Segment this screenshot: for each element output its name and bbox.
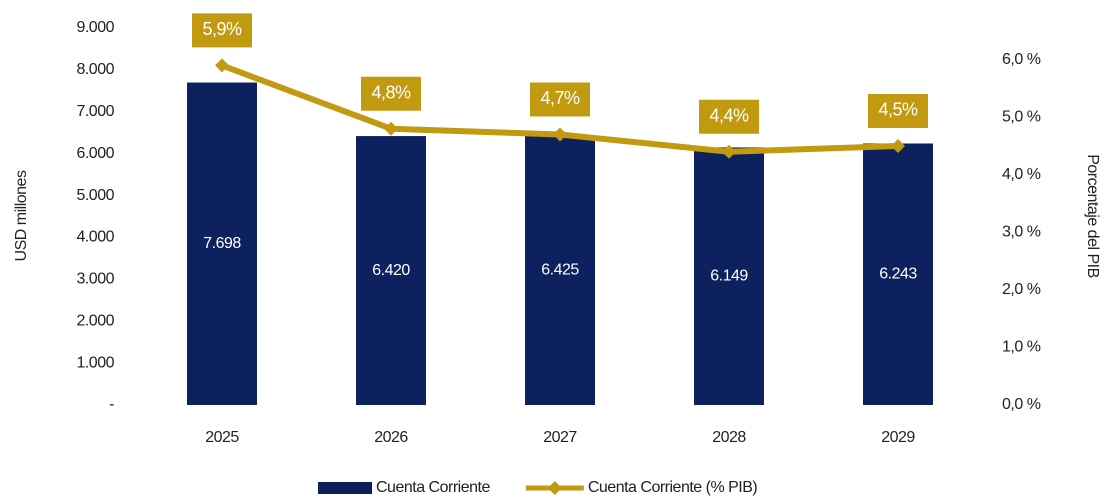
y-tick-label: 9.000 <box>76 19 114 36</box>
y-tick-label: 4.000 <box>76 229 114 246</box>
y2-axis-title: Porcentaje del PIB <box>1084 154 1101 278</box>
line-marker <box>384 121 398 136</box>
bar <box>356 136 426 405</box>
value-label-box <box>699 99 759 134</box>
legend-marker <box>547 481 562 495</box>
line-value-label: 4,5% <box>878 100 918 120</box>
value-label-box <box>361 76 421 111</box>
y2-tick-label: 5,0 % <box>1002 108 1041 125</box>
bar <box>694 147 764 405</box>
y-tick-label: 7.000 <box>76 103 114 120</box>
y2-tick-label: 3,0 % <box>1002 224 1041 241</box>
bar-value-label: 6.420 <box>372 262 410 279</box>
y2-tick-label: 1,0 % <box>1002 339 1041 356</box>
bar-value-label: 6.149 <box>710 267 748 284</box>
legend-label: Cuenta Corriente <box>376 479 490 496</box>
y-tick-label: 2.000 <box>76 312 114 329</box>
line-marker <box>722 144 736 159</box>
x-tick-label: 2026 <box>374 429 408 446</box>
bar-value-label: 7.698 <box>203 235 241 252</box>
y-tick-label: - <box>109 396 114 413</box>
line-marker <box>215 58 229 73</box>
line-value-label: 4,4% <box>709 105 749 125</box>
y-tick-label: 3.000 <box>76 271 114 288</box>
value-label-box <box>530 82 590 117</box>
y2-tick-label: 2,0 % <box>1002 281 1041 298</box>
line-marker <box>553 127 567 142</box>
legend-label: Cuenta Corriente (% PIB) <box>588 479 758 496</box>
y2-tick-label: 0,0 % <box>1002 396 1041 413</box>
line-marker <box>891 138 905 153</box>
y-tick-label: 6.000 <box>76 145 114 162</box>
y2-tick-label: 4,0 % <box>1002 166 1041 183</box>
y2-tick-label: 6,0 % <box>1002 51 1041 68</box>
x-tick-label: 2025 <box>205 429 239 446</box>
bar-value-label: 6.243 <box>879 265 917 282</box>
y-axis-title: USD millones <box>13 170 30 261</box>
line-value-label: 4,8% <box>371 82 411 102</box>
bar <box>525 135 595 405</box>
x-tick-label: 2029 <box>881 429 915 446</box>
y-tick-label: 8.000 <box>76 61 114 78</box>
legend-swatch <box>318 482 372 494</box>
line-value-label: 4,7% <box>540 88 580 108</box>
line-value-label: 5,9% <box>202 19 242 39</box>
value-label-box <box>868 93 928 128</box>
bar <box>187 82 257 405</box>
x-tick-label: 2027 <box>543 429 577 446</box>
x-tick-label: 2028 <box>712 429 746 446</box>
y-tick-label: 1.000 <box>76 354 114 371</box>
y-tick-label: 5.000 <box>76 187 114 204</box>
bar <box>863 143 933 405</box>
value-label-box <box>192 13 252 48</box>
bar-value-label: 6.425 <box>541 262 579 279</box>
